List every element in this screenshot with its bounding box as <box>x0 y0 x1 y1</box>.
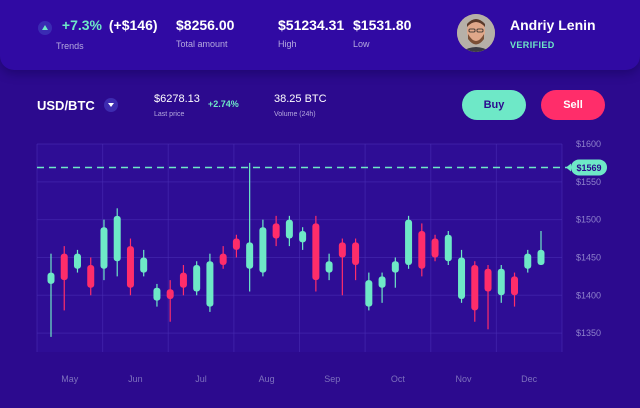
high-stat: $51234.31 High <box>278 17 344 49</box>
current-price-label: $1569 <box>576 163 601 173</box>
x-tick-label: Sep <box>324 374 340 384</box>
candle-body[interactable] <box>484 268 492 292</box>
candle-body[interactable] <box>511 276 519 296</box>
volume-label: Volume (24h) <box>274 111 316 118</box>
x-tick-label: Nov <box>456 374 473 384</box>
candle-body[interactable] <box>285 219 293 239</box>
candle-body[interactable] <box>246 242 254 269</box>
candle-body[interactable] <box>259 227 267 273</box>
low-label: Low <box>353 39 370 49</box>
trend-amount: (+$146) <box>108 17 158 33</box>
candle-body[interactable] <box>352 242 360 266</box>
top-stats-bar: +7.3% (+$146) Trends $8256.00 Total amou… <box>0 0 640 70</box>
candle-body[interactable] <box>87 265 95 288</box>
avatar[interactable] <box>457 14 495 52</box>
low-stat: $1531.80 Low <box>353 17 411 49</box>
candle-body[interactable] <box>60 253 68 281</box>
y-tick-label: $1550 <box>576 177 601 187</box>
pair-selector-label[interactable]: USD/BTC <box>37 98 95 113</box>
x-tick-label: Jul <box>195 374 207 384</box>
candle-body[interactable] <box>325 261 333 273</box>
candle-body[interactable] <box>113 215 121 262</box>
candle-body[interactable] <box>73 253 81 269</box>
candle-body[interactable] <box>431 238 439 258</box>
y-tick-label: $1500 <box>576 215 601 225</box>
candle-body[interactable] <box>100 227 108 269</box>
current-price-badge <box>571 159 607 176</box>
high-label: High <box>278 39 297 49</box>
buy-button[interactable]: Buy <box>462 90 526 120</box>
candle-body[interactable] <box>140 257 148 273</box>
trend-label: Trends <box>56 40 84 51</box>
candle-body[interactable] <box>219 253 227 266</box>
y-tick-label: $1600 <box>576 139 601 149</box>
candle-body[interactable] <box>312 223 320 281</box>
candle-body[interactable] <box>272 223 280 239</box>
current-price-pointer <box>566 163 571 172</box>
last-price-value: $6278.13 <box>154 93 200 105</box>
total-amount-label: Total amount <box>176 39 228 49</box>
caret-up-icon <box>38 20 52 35</box>
x-tick-label: Aug <box>259 374 275 384</box>
x-tick-label: Jun <box>128 374 143 384</box>
volume-value: 38.25 BTC <box>274 93 327 105</box>
last-price-label: Last price <box>154 111 185 118</box>
candle-body[interactable] <box>497 268 505 296</box>
total-amount-value: $8256.00 <box>176 17 235 33</box>
x-tick-label: Dec <box>521 374 538 384</box>
total-amount-stat: $8256.00 Total amount <box>176 17 234 49</box>
candle-body[interactable] <box>458 257 466 300</box>
last-price-change: +2.74% <box>208 99 239 109</box>
y-tick-label: $1350 <box>576 328 601 338</box>
candle-body[interactable] <box>444 234 452 262</box>
low-value: $1531.80 <box>353 17 412 33</box>
candle-body[interactable] <box>524 253 532 269</box>
trend-percent: +7.3% <box>61 17 102 33</box>
candle-body[interactable] <box>418 230 426 269</box>
high-value: $51234.31 <box>278 17 345 33</box>
y-tick-label: $1400 <box>576 290 601 300</box>
candle-body[interactable] <box>206 261 214 307</box>
candle-body[interactable] <box>378 276 386 288</box>
candle-body[interactable] <box>232 238 240 250</box>
sell-button[interactable]: Sell <box>541 90 605 120</box>
candle-body[interactable] <box>153 287 161 301</box>
candle-body[interactable] <box>166 289 174 300</box>
x-tick-label: May <box>61 374 79 384</box>
x-tick-label: Oct <box>391 374 406 384</box>
trend-stat: +7.3% (+$146) Trends <box>38 17 158 51</box>
candle-body[interactable] <box>391 261 399 273</box>
verified-badge: VERIFIED <box>510 40 555 50</box>
candle-body[interactable] <box>126 246 134 288</box>
candle-body[interactable] <box>365 280 373 307</box>
y-tick-label: $1450 <box>576 252 601 262</box>
user-name: Andriy Lenin <box>510 17 596 33</box>
candle-body[interactable] <box>47 272 55 284</box>
candle-body[interactable] <box>471 265 479 311</box>
candle-body[interactable] <box>405 219 413 266</box>
candle-body[interactable] <box>299 230 307 243</box>
candle-body[interactable] <box>193 265 201 292</box>
chevron-down-icon[interactable] <box>104 98 118 112</box>
candle-body[interactable] <box>537 249 545 266</box>
candle-body[interactable] <box>179 272 187 288</box>
candle-body[interactable] <box>338 242 346 258</box>
